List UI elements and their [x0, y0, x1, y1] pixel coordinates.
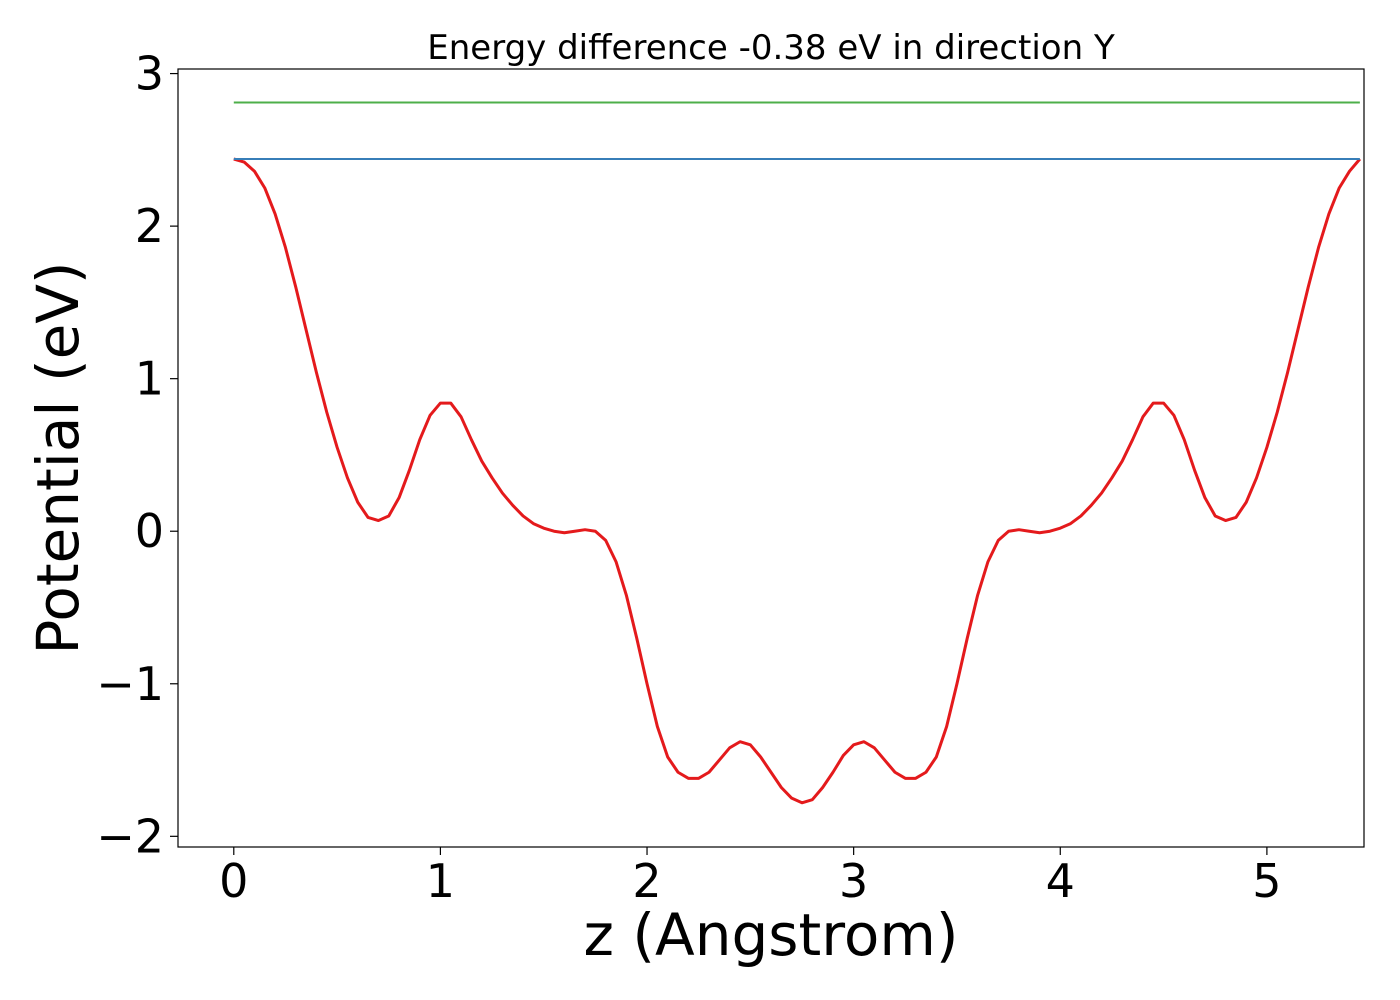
x-axis-label: z (Angstrom) [584, 901, 959, 969]
plot-frame [177, 68, 1365, 848]
y-tick-label: 2 [135, 199, 164, 253]
chart-title: Energy difference -0.38 eV in direction … [427, 28, 1115, 68]
x-tick-label: 5 [1252, 854, 1281, 908]
x-tick-label: 1 [426, 854, 455, 908]
y-axis-label: Potential (eV) [24, 261, 92, 654]
x-tick-label: 4 [1046, 854, 1075, 908]
x-tick-label: 0 [219, 854, 248, 908]
series-line-1 [233, 157, 1362, 805]
series-layer [233, 101, 1362, 805]
y-tick-label: −1 [96, 657, 164, 711]
x-tick-label: 2 [632, 854, 661, 908]
y-tick-label: −2 [96, 809, 164, 863]
x-axis-ticks: 0 1 2 3 4 5 [219, 847, 1282, 908]
plot-area: 0 1 2 3 4 5 −2 −1 0 1 2 3 [96, 47, 1365, 908]
y-tick-label: 1 [135, 352, 164, 406]
y-tick-label: 0 [135, 504, 164, 558]
x-tick-label: 3 [839, 854, 868, 908]
y-tick-label: 3 [135, 47, 164, 101]
y-axis-ticks: −2 −1 0 1 2 3 [96, 47, 178, 863]
